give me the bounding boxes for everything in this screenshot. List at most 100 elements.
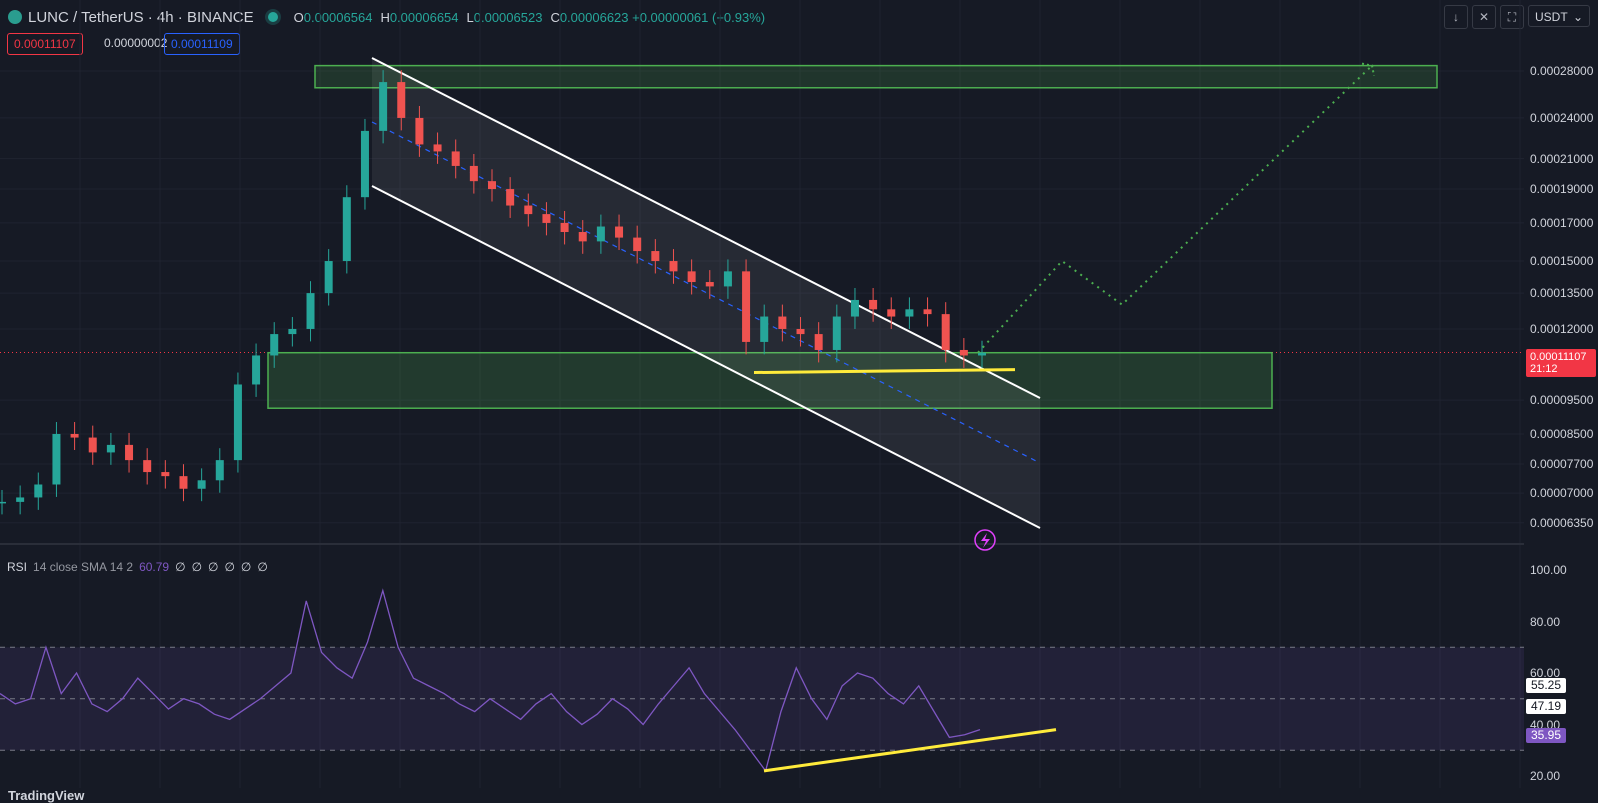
rsi-tick-label: 100.00 [1530,563,1567,577]
candle-body [905,309,914,317]
candle-body [324,261,333,294]
rsi-support-line [763,728,1057,773]
fullscreen-icon[interactable]: ⛶ [1500,5,1524,29]
candle-body [360,130,369,198]
rsi-tick-label: 20.00 [1530,769,1561,783]
candle-body [70,433,79,438]
projection-path [977,64,1373,354]
ohlc-high-label: H [380,9,390,25]
candle-body [560,222,569,233]
ohlc-low-label: L [466,9,474,25]
candle-body [125,444,134,461]
ohlc-open-value: 0.00006564 [303,9,373,25]
price-tick-label: 0.00007700 [1530,457,1594,472]
current-price-tag: 0.00011107 21:12 [1526,349,1596,377]
candle-body [796,328,805,335]
price-axis[interactable]: 0.00028000 0.00024000 0.00021000 0.00019000… [1530,0,1598,801]
rsi-tick-label: 80.00 [1530,614,1561,629]
candle-body [978,352,986,356]
candle-body [215,460,224,481]
candle-body [742,271,751,342]
current-price-value: 0.00011107 [1530,351,1587,363]
candle-body [179,476,188,489]
buy-price-button[interactable]: 0.00011109 [164,33,240,55]
ohlc-high-value: 0.00006654 [389,9,459,25]
candle-body [705,282,714,287]
rsi-params: 14 close SMA 14 2 [33,560,134,574]
candle-body [488,181,496,190]
brand-logo: TradingView [8,788,85,803]
candle-body [433,144,442,152]
candle-body [596,226,605,242]
candle-body [687,271,696,283]
rsi-tag-3: 35.95 [1526,728,1566,743]
rsi-na-5: ∅ [240,560,252,574]
candle-body [270,334,279,356]
candle-body [451,151,460,166]
price-tick-label: 0.00017000 [1530,215,1594,230]
candle-body [143,460,152,473]
annotations [753,62,1375,551]
channel-lower-line [371,185,1041,529]
candle-body [506,189,515,206]
descending-channel [371,57,1041,529]
rsi-na-2: ∅ [191,560,203,574]
ohlc-low-value: 0.00006523 [473,9,543,25]
candle-body [16,497,25,502]
candle-body [161,472,170,477]
chevron-down-icon: ⌄ [1572,10,1583,24]
candle-body [52,433,61,485]
candle-body [469,165,478,182]
candle-body [415,117,424,145]
candle-body [633,237,642,252]
candle-body [542,214,551,223]
rsi-na-1: ∅ [175,560,186,574]
chart-toolbar: ↓ ✕ ⛶ [1444,5,1524,29]
candle-body [34,484,43,498]
spread-value: 0.00000002 [104,36,168,50]
symbol-title[interactable]: LUNC / TetherUS · 4h · BINANCE [28,8,254,26]
close-icon[interactable]: ✕ [1472,5,1496,29]
candle-body [850,299,859,317]
candle-body [306,293,315,329]
candle-body [233,384,242,461]
arrow-down-icon[interactable]: ↓ [1444,5,1468,29]
price-tick-label: 0.00008500 [1530,426,1594,441]
rsi-na-3: ∅ [208,560,219,574]
candle-body [723,271,732,287]
rsi-tag-2: 47.19 [1526,699,1566,714]
rsi-na-6: ∅ [257,560,268,574]
ohlc-open-label: O [293,9,304,25]
support-line [753,368,1016,375]
candle-body [197,480,206,489]
channel-fill [372,58,1040,528]
currency-select[interactable]: USDT ⌄ [1528,5,1590,27]
currency-label: USDT [1535,10,1568,24]
candle-body [288,328,297,335]
price-tick-label: 0.00024000 [1530,110,1594,125]
rsi-line [0,588,981,773]
grid [0,0,1524,788]
candles [0,70,986,515]
candle-body [923,309,932,315]
rsi-legend[interactable]: RSI 14 close SMA 14 2 60.79 ∅ ∅ ∅ ∅ ∅ ∅ [7,560,268,574]
candle-body [342,197,351,262]
price-tick-label: 0.00021000 [1530,151,1594,166]
candle-body [0,501,6,504]
price-tick-label: 0.00013500 [1530,286,1594,301]
rsi-na-4: ∅ [224,560,235,574]
channel-upper-line [371,57,1041,399]
candle-body [778,316,787,329]
price-chart[interactable] [0,0,1524,801]
candle-body [941,314,950,350]
candle-body [887,309,896,317]
price-tick-label: 0.00028000 [1530,64,1594,78]
candle-countdown: 21:12 [1530,363,1558,375]
candle-body [959,349,968,356]
sell-price-button[interactable]: 0.00011107 [7,33,83,55]
zones [267,64,1438,409]
ohlc-close-label: C [550,9,560,25]
candle-body [252,355,261,385]
alert-icon [974,529,996,551]
market-status-icon [267,12,278,22]
